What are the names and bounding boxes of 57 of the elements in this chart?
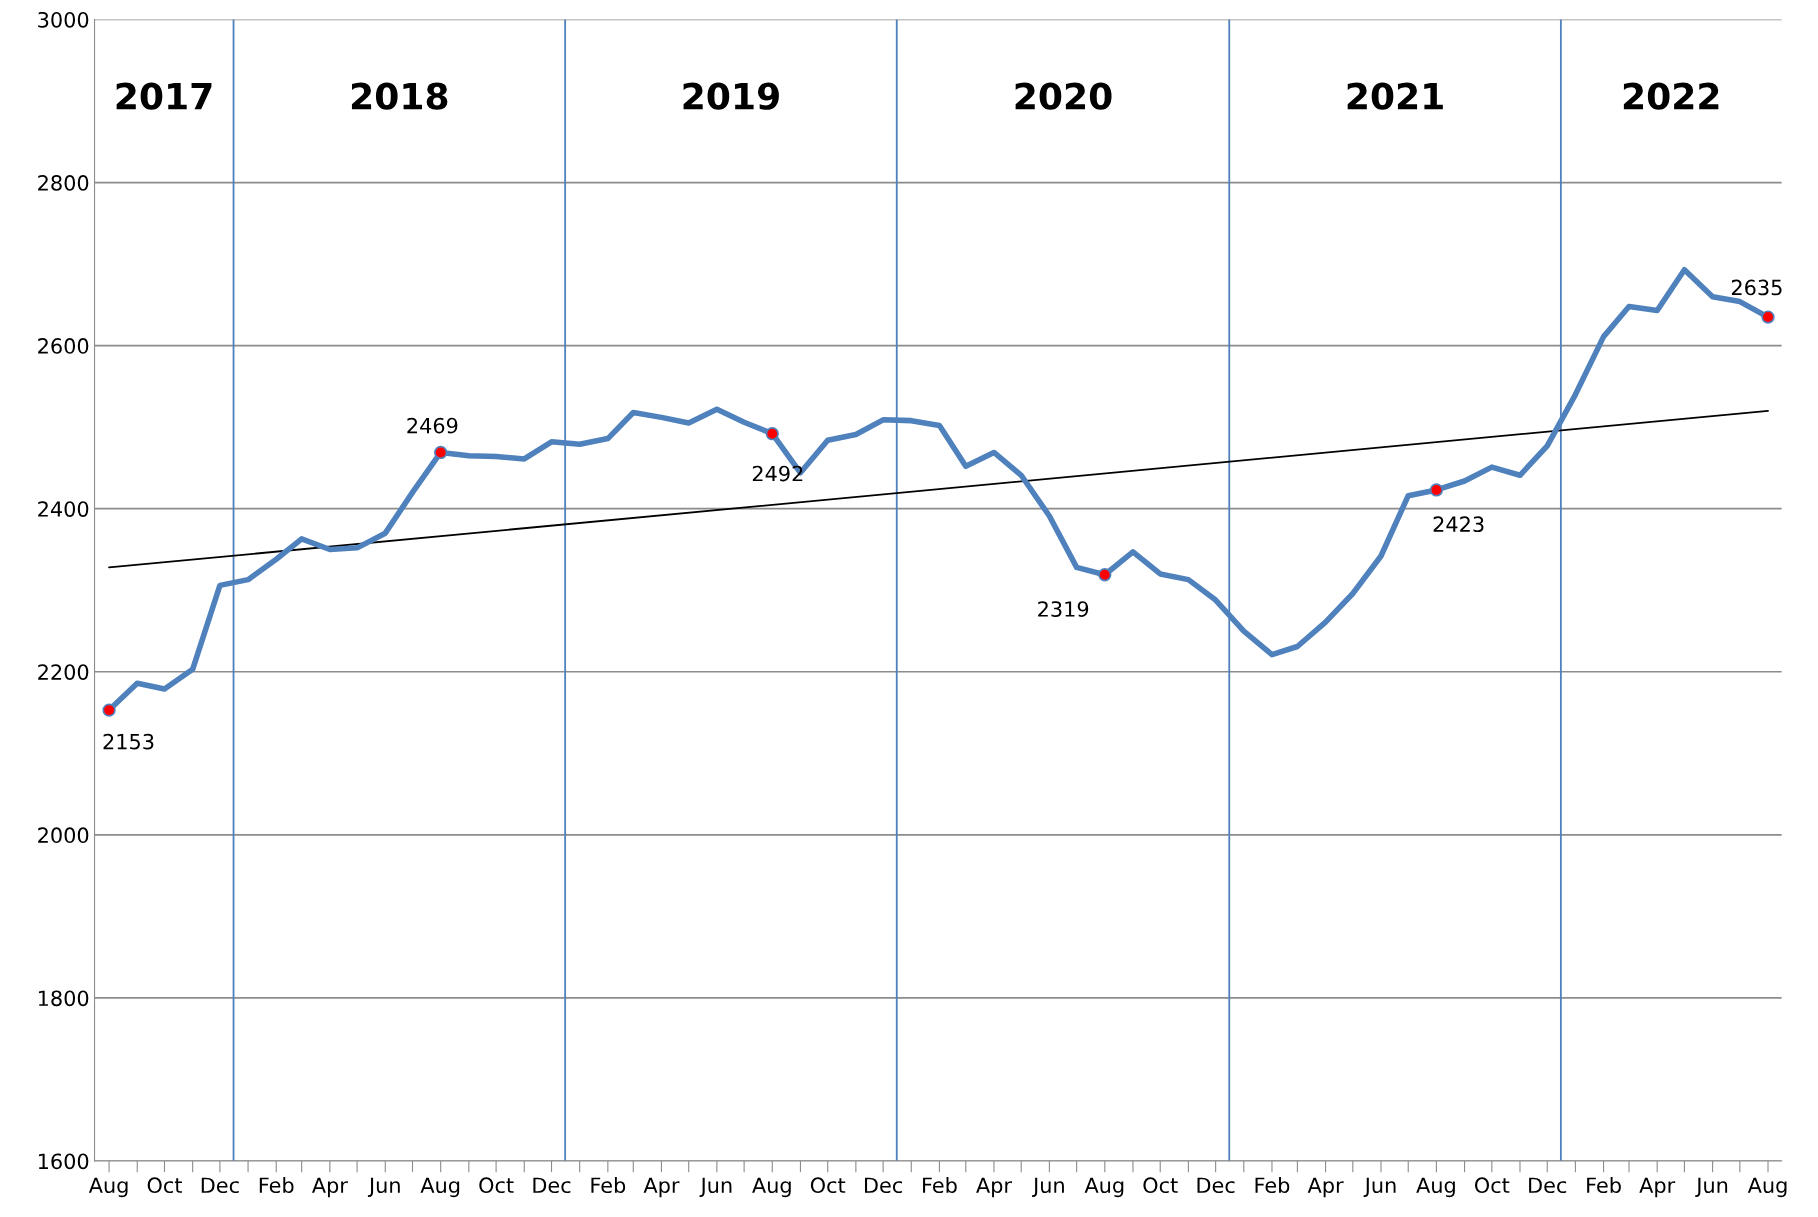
x-tick-label: Jun	[367, 1177, 400, 1197]
x-tick-label: Apr	[976, 1177, 1012, 1198]
data-label: 2635	[1731, 279, 1782, 296]
y-tick-label: 2200	[38, 664, 89, 680]
annotation: 2021	[1347, 82, 1443, 110]
point	[434, 445, 448, 460]
x-tick-label: Feb	[591, 1176, 626, 1194]
x-tick-label: Aug	[1416, 1177, 1455, 1198]
annotation: 2018	[351, 82, 448, 110]
x-tick-label: Oct	[479, 1177, 514, 1194]
x-tick-label: Apr	[1307, 1177, 1344, 1198]
point	[1761, 310, 1775, 324]
x-tick-label: Dec	[533, 1177, 571, 1194]
x-tick-label: Feb	[1255, 1176, 1290, 1194]
x-tick-label: Aug	[1747, 1177, 1787, 1198]
point	[1098, 568, 1112, 582]
y-tick-label: 2400	[38, 501, 89, 517]
x-tick-label: Jun	[699, 1177, 732, 1197]
x-tick-label: Apr	[643, 1177, 680, 1198]
annotation: 2019	[683, 82, 779, 110]
y-tick-label: 3000	[38, 11, 89, 28]
data-label: 2153	[103, 733, 154, 750]
x-tick-label: Dec	[201, 1177, 239, 1194]
x-tick-label: Aug	[420, 1177, 460, 1198]
x-tick-label: Dec	[1197, 1177, 1235, 1194]
annotation: 2017	[116, 82, 212, 110]
x-tick-label: Oct	[1474, 1177, 1510, 1194]
y-tick-label: 1800	[38, 990, 89, 1007]
y-tick-label: 2000	[38, 827, 89, 844]
data-label: 2492	[752, 465, 803, 482]
x-tick-label: Jun	[1032, 1177, 1064, 1197]
y-tick-label: 2800	[38, 175, 89, 191]
x-tick-label: Oct	[810, 1177, 846, 1194]
x-tick-label: Jun	[1363, 1177, 1396, 1197]
x-tick-label: Aug	[752, 1177, 791, 1198]
x-tick-label: Feb	[259, 1176, 294, 1194]
x-tick-label: Oct	[147, 1177, 182, 1194]
point	[765, 427, 779, 441]
y-tick-label: 2600	[38, 338, 89, 354]
point	[1429, 483, 1444, 497]
y-tick-label: 1600	[38, 1153, 89, 1170]
data-label: 2423	[1433, 516, 1484, 533]
x-tick-label: Apr	[1639, 1177, 1676, 1198]
x-tick-label: Dec	[865, 1177, 902, 1194]
x-tick-label: Aug	[88, 1177, 128, 1198]
data-label: 2319	[1038, 601, 1089, 617]
x-tick-label: Dec	[1529, 1177, 1567, 1194]
x-tick-label: Apr	[311, 1177, 348, 1198]
x-tick-label: Feb	[1587, 1176, 1621, 1194]
annotation: 2020	[1015, 82, 1112, 110]
x-tick-label: Jun	[1695, 1177, 1728, 1197]
x-tick-label: Feb	[923, 1176, 957, 1194]
point	[102, 703, 116, 717]
x-tick-label: Oct	[1143, 1177, 1178, 1194]
annotation: 2022	[1623, 82, 1719, 110]
data-label: 2469	[407, 417, 458, 434]
x-tick-label: Aug	[1084, 1177, 1124, 1198]
